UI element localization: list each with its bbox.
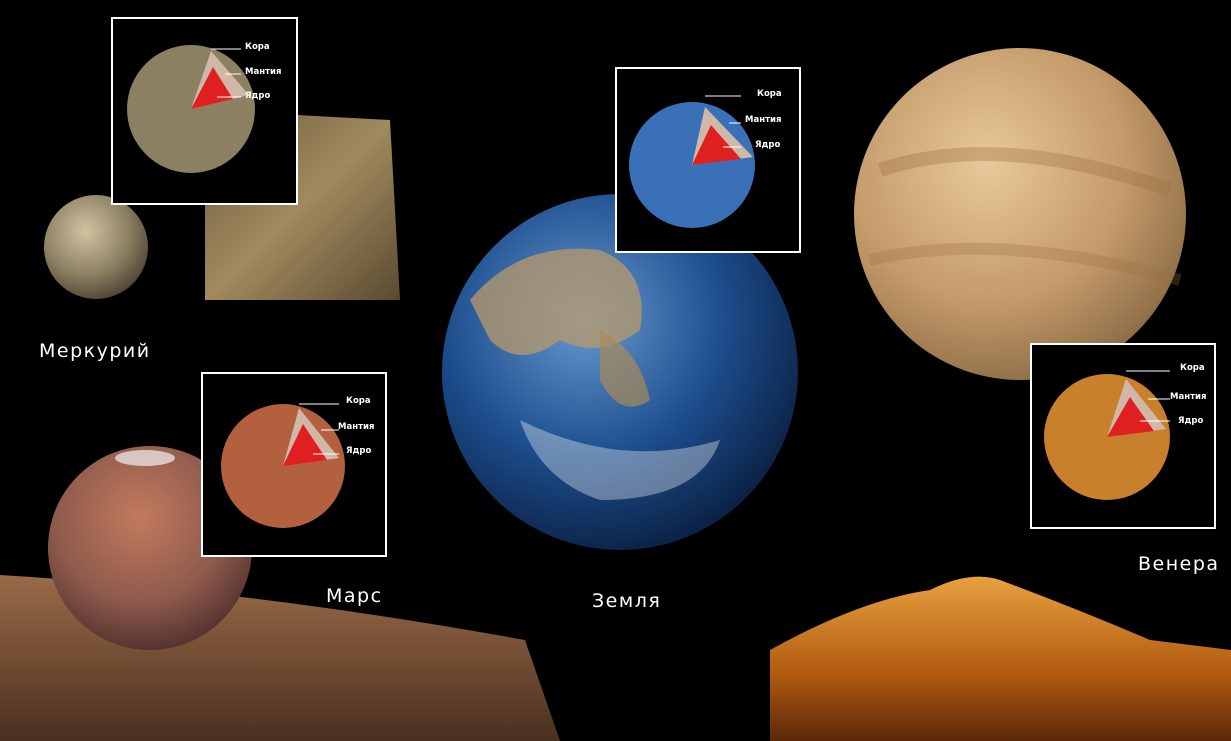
venus-structure-inset: Кора Мантия Ядро [1030,343,1216,529]
label-crust: Кора [346,396,371,406]
mercury-globe [44,195,148,299]
label-core: Ядро [245,91,271,101]
label-mantle: Мантия [245,67,282,77]
label-core: Ядро [755,140,781,150]
label-crust: Кора [1180,363,1205,373]
venus-label: Венера [1138,553,1220,575]
earth-structure-inset: Кора Мантия Ядро [615,67,801,253]
mars-label: Марс [326,585,383,607]
label-core: Ядро [1178,416,1204,426]
mars-structure-inset: Кора Мантия Ядро [201,372,387,557]
venus-surface-image [770,576,1231,741]
label-core: Ядро [346,446,372,456]
earth-label: Земля [592,590,662,612]
label-mantle: Мантия [745,115,782,125]
label-mantle: Мантия [338,422,375,432]
label-mantle: Мантия [1170,392,1207,402]
mercury-label: Меркурий [39,340,151,362]
mercury-structure-inset: Кора Мантия Ядро [111,17,298,205]
venus-globe [854,48,1186,380]
label-crust: Кора [245,42,270,52]
label-crust: Кора [757,89,782,99]
